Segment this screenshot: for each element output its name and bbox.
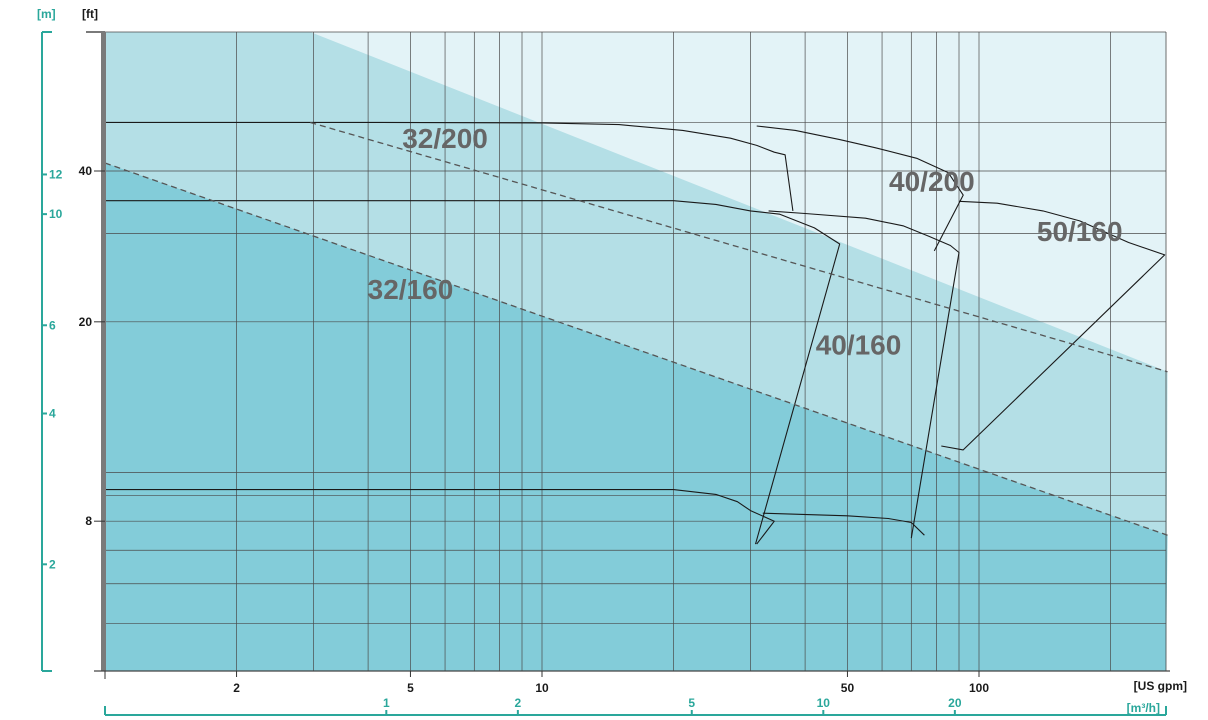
- curve-series: [105, 121, 794, 211]
- x-tick-label-gpm: 2: [233, 681, 240, 695]
- x-secondary-unit: [m³/h]: [1127, 701, 1160, 715]
- boundary-line: [310, 121, 1168, 373]
- y-secondary-unit: [m]: [37, 7, 56, 21]
- y-tick-label-ft: 8: [85, 514, 92, 528]
- y-tick-label-m: 12: [49, 167, 63, 181]
- zone-low: [105, 162, 1168, 671]
- x-tick-label-gpm: 50: [841, 681, 855, 695]
- x-tick-label-gpm: 100: [969, 681, 989, 695]
- gridlines: [105, 31, 1167, 671]
- y-tick-label-m: 6: [49, 318, 56, 332]
- boundary-line: [104, 162, 1168, 536]
- region-label: 32/160: [368, 274, 454, 305]
- performance-curves: [105, 121, 1166, 545]
- region-label: 40/200: [889, 166, 975, 197]
- x-tick-label-m3h: 5: [688, 696, 695, 710]
- x-tick-label-m3h: 1: [383, 696, 390, 710]
- x-primary-unit: [US gpm]: [1134, 679, 1187, 693]
- y-tick-label-m: 4: [49, 406, 56, 420]
- region-label: 50/160: [1037, 216, 1123, 247]
- region-label: 40/160: [816, 330, 902, 361]
- x-tick-label-m3h: 2: [515, 696, 522, 710]
- y-axis-bar: [101, 32, 106, 671]
- y-tick-label-ft: 20: [79, 315, 93, 329]
- curve-series: [941, 200, 1166, 451]
- x-tick-label-m3h: 10: [817, 696, 831, 710]
- curve-series: [762, 512, 925, 536]
- boundary-lines: [104, 121, 1168, 536]
- curve-series: [768, 210, 960, 539]
- curve-series: [105, 489, 775, 545]
- y-tick-label-m: 2: [49, 557, 56, 571]
- y-tick-label-ft: 40: [79, 164, 93, 178]
- curve-series: [756, 125, 964, 252]
- region-labels: 32/200 40/200 50/160 32/160 40/160: [368, 123, 1123, 361]
- x-tick-label-gpm: 10: [535, 681, 549, 695]
- x-tick-label-gpm: 5: [407, 681, 414, 695]
- y-primary-unit: [ft]: [82, 7, 98, 21]
- curve-series: [105, 200, 841, 545]
- y-tick-label-m: 10: [49, 207, 63, 221]
- plot-background: [105, 32, 1168, 671]
- region-label: 32/200: [402, 123, 488, 154]
- x-tick-label-m3h: 20: [948, 696, 962, 710]
